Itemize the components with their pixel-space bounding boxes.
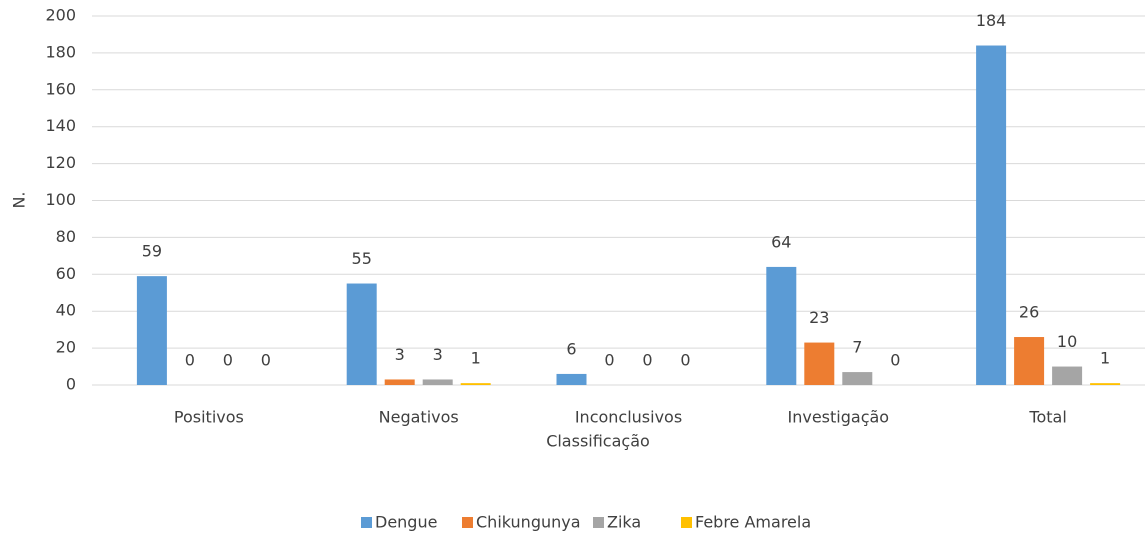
y-tick-label: 120 (45, 153, 76, 172)
data-label: 0 (642, 351, 652, 370)
data-label: 1 (1100, 349, 1110, 368)
bar (136, 276, 167, 385)
y-axis-title: N. (10, 191, 29, 208)
data-label: 0 (261, 351, 271, 370)
x-axis-title: Classificação (546, 432, 650, 451)
data-label: 3 (395, 345, 405, 364)
x-tick-label: Positivos (174, 408, 244, 427)
bar (1014, 337, 1045, 385)
bar (842, 372, 873, 385)
y-tick-label: 140 (45, 116, 76, 135)
y-tick-label: 40 (56, 301, 76, 320)
y-tick-label: 80 (56, 227, 76, 246)
data-label: 0 (223, 351, 233, 370)
bar (422, 379, 453, 385)
y-tick-label: 180 (45, 42, 76, 61)
data-label: 7 (852, 338, 862, 357)
data-label: 1 (471, 349, 481, 368)
data-label: 0 (604, 351, 614, 370)
legend-label: Zika (607, 513, 641, 532)
data-label: 3 (433, 345, 443, 364)
legend-swatch (462, 517, 473, 528)
legend-swatch (361, 517, 372, 528)
legend-swatch (681, 517, 692, 528)
y-tick-label: 160 (45, 79, 76, 98)
bar (1052, 366, 1083, 385)
legend-swatch (593, 517, 604, 528)
bar (804, 342, 835, 385)
x-tick-label: Total (1028, 408, 1066, 427)
data-label: 10 (1057, 332, 1077, 351)
data-label: 0 (890, 351, 900, 370)
y-tick-label: 20 (56, 338, 76, 357)
data-label: 26 (1019, 303, 1039, 322)
bar (346, 283, 377, 385)
legend-label: Chikungunya (476, 513, 581, 532)
x-tick-label: Negativos (379, 408, 459, 427)
data-label: 55 (352, 249, 372, 268)
bar (460, 383, 491, 385)
bar (766, 266, 797, 385)
x-tick-label: Investigação (788, 408, 890, 427)
data-label: 64 (771, 232, 791, 251)
bar (976, 45, 1007, 386)
bar (384, 379, 415, 385)
y-tick-label: 60 (56, 264, 76, 283)
data-label: 6 (566, 339, 576, 358)
data-label: 184 (976, 11, 1007, 30)
data-label: 0 (680, 351, 690, 370)
data-label: 23 (809, 308, 829, 327)
bar (556, 373, 587, 385)
y-tick-label: 100 (45, 190, 76, 209)
bar (1090, 383, 1121, 385)
legend-label: Dengue (375, 513, 437, 532)
x-tick-label: Inconclusivos (575, 408, 682, 427)
legend-label: Febre Amarela (695, 513, 811, 532)
y-tick-label: 0 (66, 375, 76, 394)
data-label: 0 (185, 351, 195, 370)
y-tick-label: 200 (45, 6, 76, 25)
data-label: 59 (142, 242, 162, 261)
